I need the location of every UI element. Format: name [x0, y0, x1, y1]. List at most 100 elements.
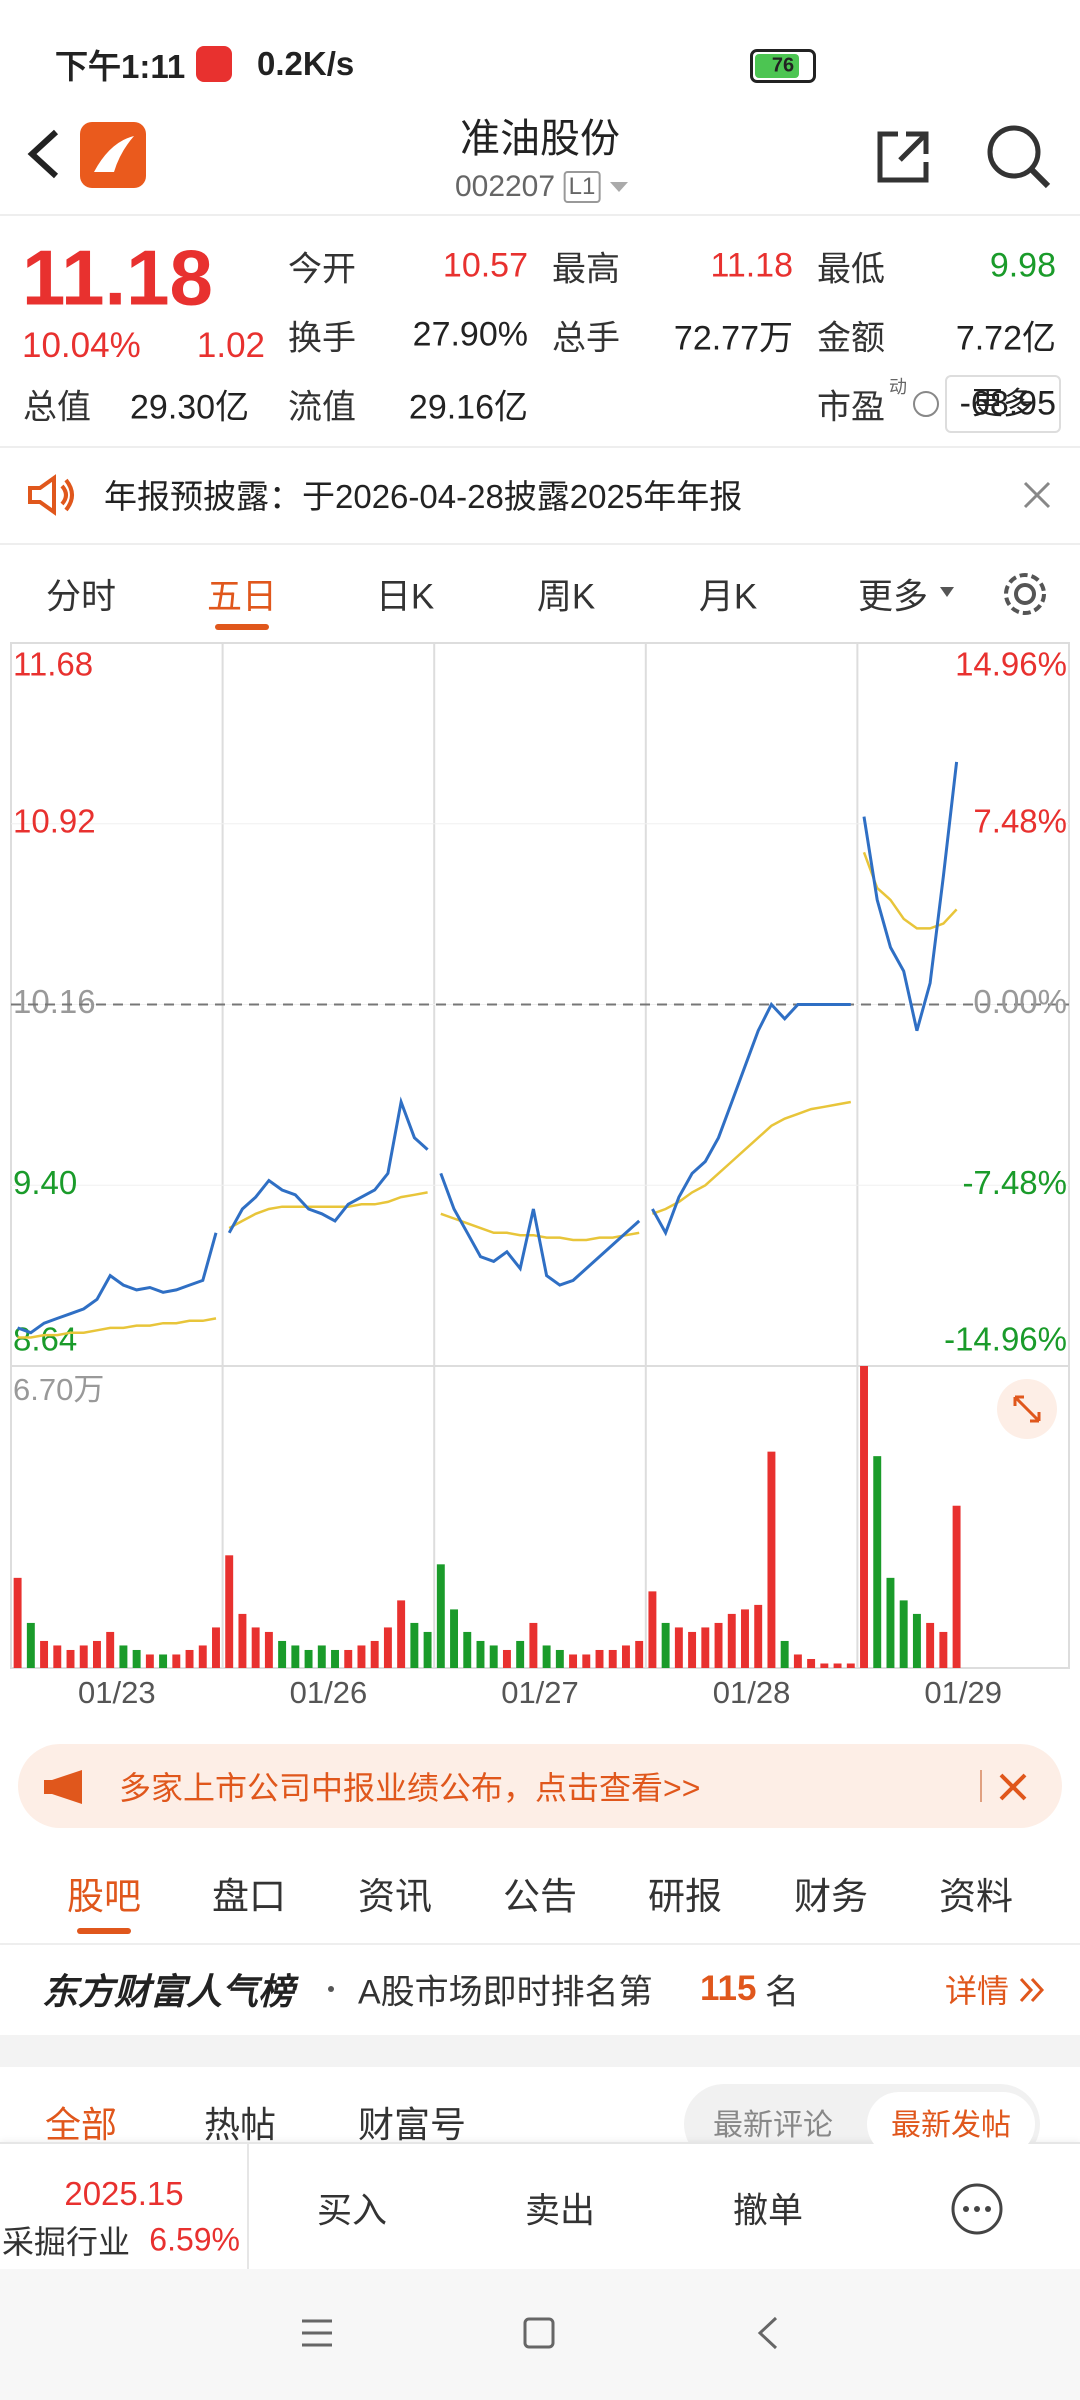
x-tick-label: 01/28: [713, 1675, 791, 1710]
x-tick-label: 01/27: [501, 1675, 579, 1710]
chart-tab[interactable]: 五日: [206, 577, 278, 617]
volume-tick-label: 6.70万: [13, 1372, 104, 1407]
field-label: 最高: [552, 250, 620, 289]
field-value: -68.95: [959, 384, 1056, 423]
field-label: 流值: [288, 388, 356, 427]
battery: 76: [750, 49, 816, 83]
close-banner[interactable]: [998, 1772, 1028, 1802]
trade-action[interactable]: 撤单: [732, 2191, 804, 2231]
more-arrow: [940, 587, 954, 597]
banner-text[interactable]: 多家上市公司中报业绩公布，点击查看>>: [119, 1770, 701, 1806]
volume-bar: [278, 1640, 287, 1668]
divider: [0, 1943, 1080, 1945]
settings-button[interactable]: [1001, 570, 1049, 618]
dropdown-arrow[interactable]: [608, 180, 630, 194]
trade-action[interactable]: 卖出: [524, 2191, 596, 2231]
price-line: [862, 761, 959, 1032]
more-button[interactable]: 更多: [945, 375, 1061, 433]
section-tab[interactable]: 资讯: [358, 1876, 432, 1917]
field-value: 10.57: [442, 246, 528, 285]
volume-bar: [701, 1627, 710, 1668]
price-line: [651, 1001, 851, 1237]
volume-bar: [344, 1649, 353, 1668]
y-tick-label: 10.92: [13, 802, 96, 839]
x-tick-label: 01/26: [290, 1675, 368, 1710]
section-tab[interactable]: 股吧: [67, 1876, 141, 1917]
notice-text[interactable]: 年报预披露：于2026-04-28披露2025年年报: [104, 478, 743, 515]
sort-tab[interactable]: 最新评论: [713, 2109, 833, 2142]
volume-bar: [212, 1627, 220, 1668]
section-tab[interactable]: 资料: [939, 1876, 1013, 1917]
rank-link[interactable]: 详情: [945, 1973, 1010, 2009]
search-button[interactable]: [984, 122, 1054, 192]
section-tab[interactable]: 公告: [503, 1876, 577, 1917]
chat-button[interactable]: [950, 2182, 1004, 2236]
price-line: [227, 1096, 429, 1234]
volume-bar: [688, 1631, 697, 1668]
sort-pill: [867, 2092, 1035, 2156]
chart-tab[interactable]: 分时: [45, 577, 117, 617]
chart-tab[interactable]: 周K: [536, 577, 596, 617]
volume-bar: [317, 1645, 326, 1668]
volume-bar: [106, 1631, 115, 1668]
section-tab-underline: [77, 1928, 131, 1934]
sort-tab[interactable]: 最新发帖: [891, 2109, 1011, 2142]
industry-pct[interactable]: 6.59%: [149, 2221, 240, 2258]
volume-bar: [370, 1640, 379, 1668]
field-label: 今开: [288, 250, 356, 289]
volume-bar: [595, 1649, 604, 1668]
volume-bar: [608, 1649, 617, 1668]
rank-link-arrow[interactable]: [1018, 1976, 1046, 2004]
volume-bar: [674, 1627, 683, 1668]
close-notice[interactable]: [1022, 480, 1052, 510]
volume-bar: [833, 1663, 842, 1668]
section-tab[interactable]: 盘口: [212, 1876, 286, 1917]
industry-name[interactable]: 采掘行业: [2, 2224, 131, 2260]
field-value: 72.77万: [673, 319, 793, 358]
change-value: 1.02: [196, 326, 265, 365]
volume-bar: [754, 1604, 763, 1668]
rank-title: 东方财富人气榜: [42, 1971, 295, 2012]
nav-back[interactable]: [756, 2316, 780, 2350]
bottom-bar: [0, 2142, 1080, 2271]
separator-dot: [328, 1986, 334, 1992]
volume-bar: [635, 1640, 644, 1668]
nav-home[interactable]: [523, 2317, 555, 2349]
x-tick-label: 01/23: [78, 1675, 156, 1710]
field-label: 最低: [817, 250, 885, 289]
section-tab[interactable]: 研报: [648, 1876, 722, 1917]
divider: [0, 214, 1080, 216]
chart-tab[interactable]: 更多: [857, 577, 929, 617]
volume-bar: [79, 1645, 88, 1668]
y-tick-label: 8.64: [13, 1321, 77, 1358]
volume-bar: [873, 1456, 882, 1668]
back-button[interactable]: [24, 128, 64, 180]
field-value: 7.72亿: [955, 319, 1056, 358]
feed-tab[interactable]: 热帖: [203, 2104, 277, 2145]
volume-bar: [423, 1631, 432, 1668]
section-gap: [0, 2035, 1080, 2067]
volume-bar: [648, 1591, 657, 1668]
index-value[interactable]: 2025.15: [64, 2175, 184, 2212]
field-label: 总值: [23, 388, 91, 427]
y2-tick-label: 14.96%: [955, 646, 1067, 683]
volume-bar: [331, 1649, 339, 1668]
chart-tab[interactable]: 日K: [375, 577, 435, 617]
volume-bar: [383, 1627, 392, 1668]
field-label: 换手: [288, 319, 356, 358]
volume-bar: [463, 1631, 472, 1668]
nav-menu[interactable]: [300, 2318, 334, 2348]
banner[interactable]: [18, 1744, 1062, 1828]
share-button[interactable]: [874, 128, 932, 186]
volume-bar: [569, 1654, 578, 1668]
feed-tab[interactable]: 全部: [44, 2104, 118, 2145]
volume-bar: [26, 1622, 35, 1668]
network-speed: 0.2K/s: [257, 45, 355, 82]
volume-bar: [132, 1649, 141, 1668]
field-value: 27.90%: [412, 315, 528, 354]
chart-tab[interactable]: 月K: [698, 577, 758, 617]
trade-action[interactable]: 买入: [316, 2191, 388, 2231]
section-tab[interactable]: 财务: [794, 1876, 868, 1917]
feed-tab[interactable]: 财富号: [357, 2104, 467, 2145]
